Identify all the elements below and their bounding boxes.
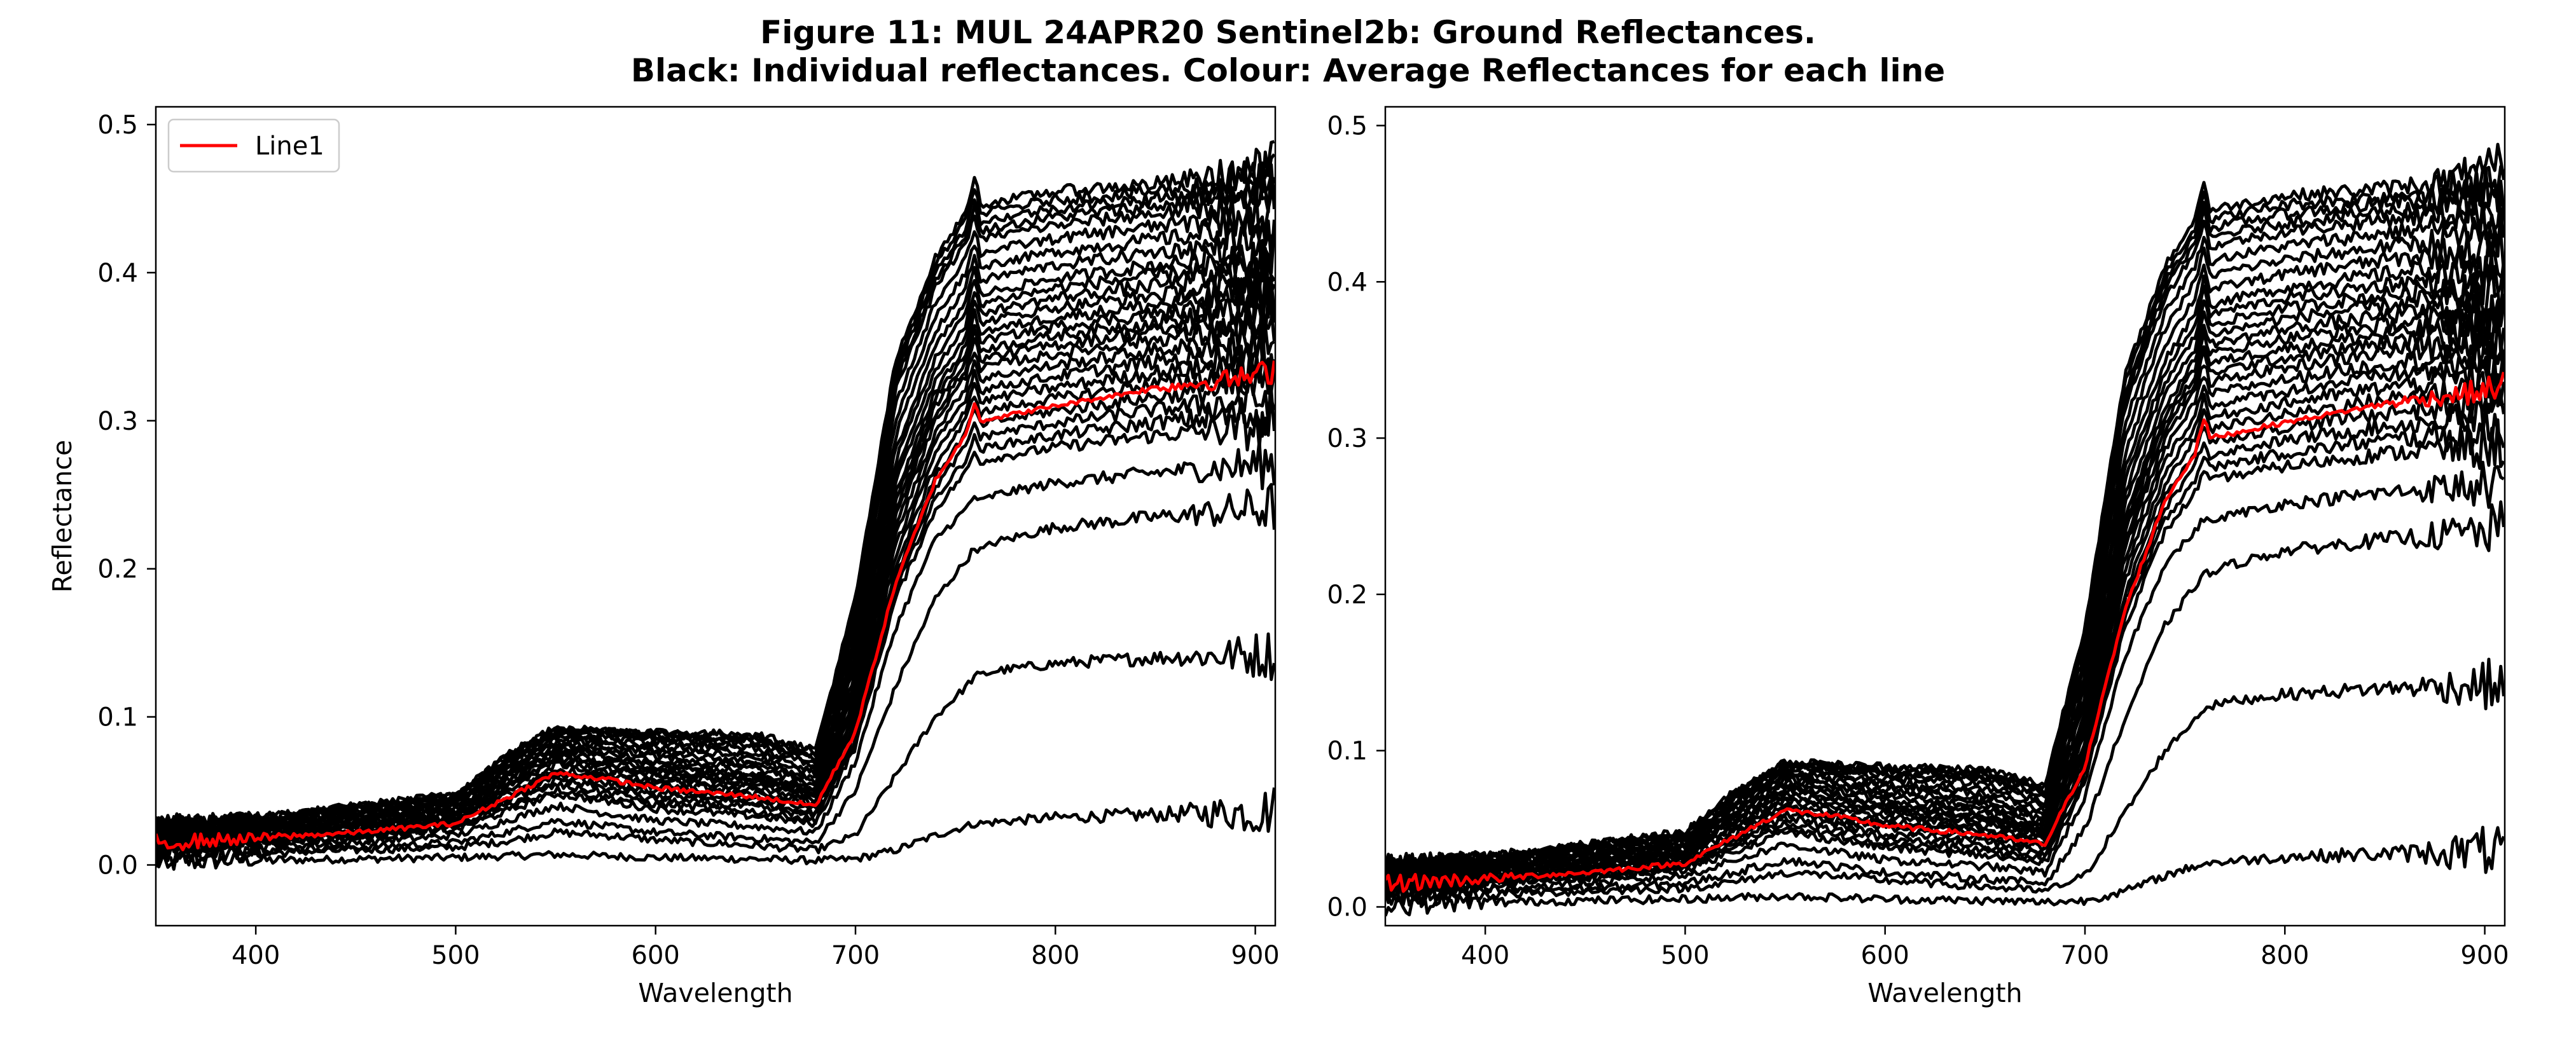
x-axis-label: Wavelength xyxy=(1867,978,2022,1008)
individual-reflectance-line xyxy=(1385,216,2505,881)
x-tick-label: 400 xyxy=(232,941,280,970)
individual-reflectance-line xyxy=(1385,142,2505,880)
x-axis-label: Wavelength xyxy=(638,978,793,1008)
x-tick-label: 800 xyxy=(1031,941,1079,970)
x-tick-label: 500 xyxy=(431,941,480,970)
average-reflectance-line xyxy=(156,360,1275,851)
axes-frame xyxy=(155,106,1277,927)
individual-reflectance-line xyxy=(156,260,1275,842)
y-tick-label: 0.4 xyxy=(97,259,138,288)
x-tick-label: 900 xyxy=(2460,941,2509,970)
individual-reflectance-line xyxy=(1385,418,2505,899)
y-tick-label: 0.4 xyxy=(1327,268,1368,297)
individual-reflectance-line xyxy=(156,787,1275,871)
legend: Line1 xyxy=(167,118,340,173)
x-tick-label: 500 xyxy=(1661,941,1709,970)
individual-reflectance-line xyxy=(156,632,1275,869)
individual-reflectance-line xyxy=(156,349,1275,856)
legend-box xyxy=(167,118,340,173)
y-tick-label: 0.2 xyxy=(97,555,138,584)
individual-reflectance-line xyxy=(156,140,1275,833)
x-tick-label: 700 xyxy=(2061,941,2109,970)
individual-reflectance-line xyxy=(156,439,1275,860)
y-tick-label: 0.5 xyxy=(1327,111,1368,141)
individual-reflectance-line xyxy=(1385,825,2505,917)
series-group xyxy=(156,140,1275,871)
figure-title-line-2: Black: Individual reflectances. Colour: … xyxy=(631,52,1945,89)
individual-reflectance-line xyxy=(156,206,1275,839)
x-tick-label: 600 xyxy=(1861,941,1909,970)
y-tick-label: 0.1 xyxy=(97,703,138,732)
y-tick-label: 0.0 xyxy=(97,851,138,881)
chart-panels: 400 500 600 700 800 900 0.0 0.1 0.2 0.3 0.4 0.5 Wave… xyxy=(47,106,2509,1008)
y-tick-label: 0.3 xyxy=(97,407,138,436)
individual-reflectance-line xyxy=(1385,373,2505,896)
series-group xyxy=(1385,142,2505,917)
x-tick-label: 700 xyxy=(831,941,880,970)
y-tick-label: 0.1 xyxy=(1327,737,1368,766)
y-tick-label: 0.5 xyxy=(97,111,138,140)
x-tick-label: 600 xyxy=(632,941,680,970)
legend-entry-label: Line1 xyxy=(255,132,324,161)
individual-reflectance-line xyxy=(156,161,1275,838)
axes-frame xyxy=(1384,106,2506,927)
y-axis-label: Reflectance xyxy=(47,440,78,593)
individual-reflectance-line xyxy=(1385,460,2505,904)
y-tick-label: 0.2 xyxy=(1327,580,1368,610)
x-tick-label: 400 xyxy=(1461,941,1509,970)
figure-title-line-1: Figure 11: MUL 24APR20 Sentinel2b: Groun… xyxy=(760,14,1816,51)
y-tick-label: 0.0 xyxy=(1327,893,1368,922)
chart-panel-2: 400 500 600 700 800 900 0.0 0.1 0.2 0.3 0.4 0.5 Wave… xyxy=(1327,106,2509,1008)
x-tick-label: 800 xyxy=(2261,941,2309,970)
x-tick-label: 900 xyxy=(1231,941,1279,970)
individual-reflectance-line xyxy=(1385,657,2505,908)
individual-reflectance-line xyxy=(156,483,1275,866)
y-tick-label: 0.3 xyxy=(1327,424,1368,453)
chart-panel-1: 400 500 600 700 800 900 0.0 0.1 0.2 0.3 0.4 0.5 Wave… xyxy=(47,106,1280,1008)
average-reflectance-line xyxy=(1385,371,2505,893)
